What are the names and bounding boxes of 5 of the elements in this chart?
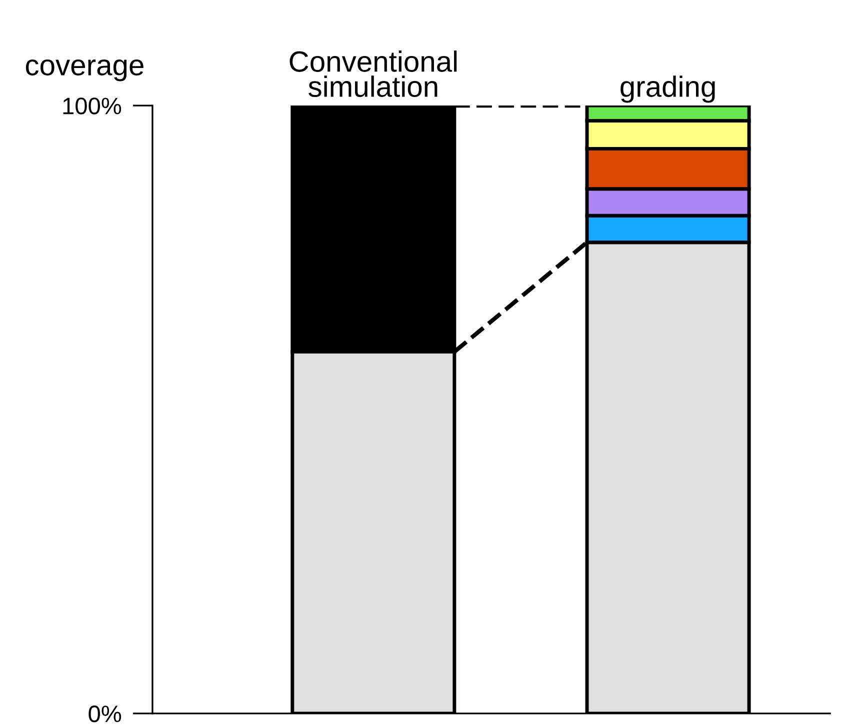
x-tick-label: Conventional simulation bbox=[290, 50, 457, 98]
x-tick-label: grading bbox=[620, 76, 715, 103]
y-tick-label: 0% bbox=[88, 706, 122, 722]
y-tick-label: 100% bbox=[63, 98, 122, 114]
y-axis-title: coverage bbox=[26, 59, 144, 82]
